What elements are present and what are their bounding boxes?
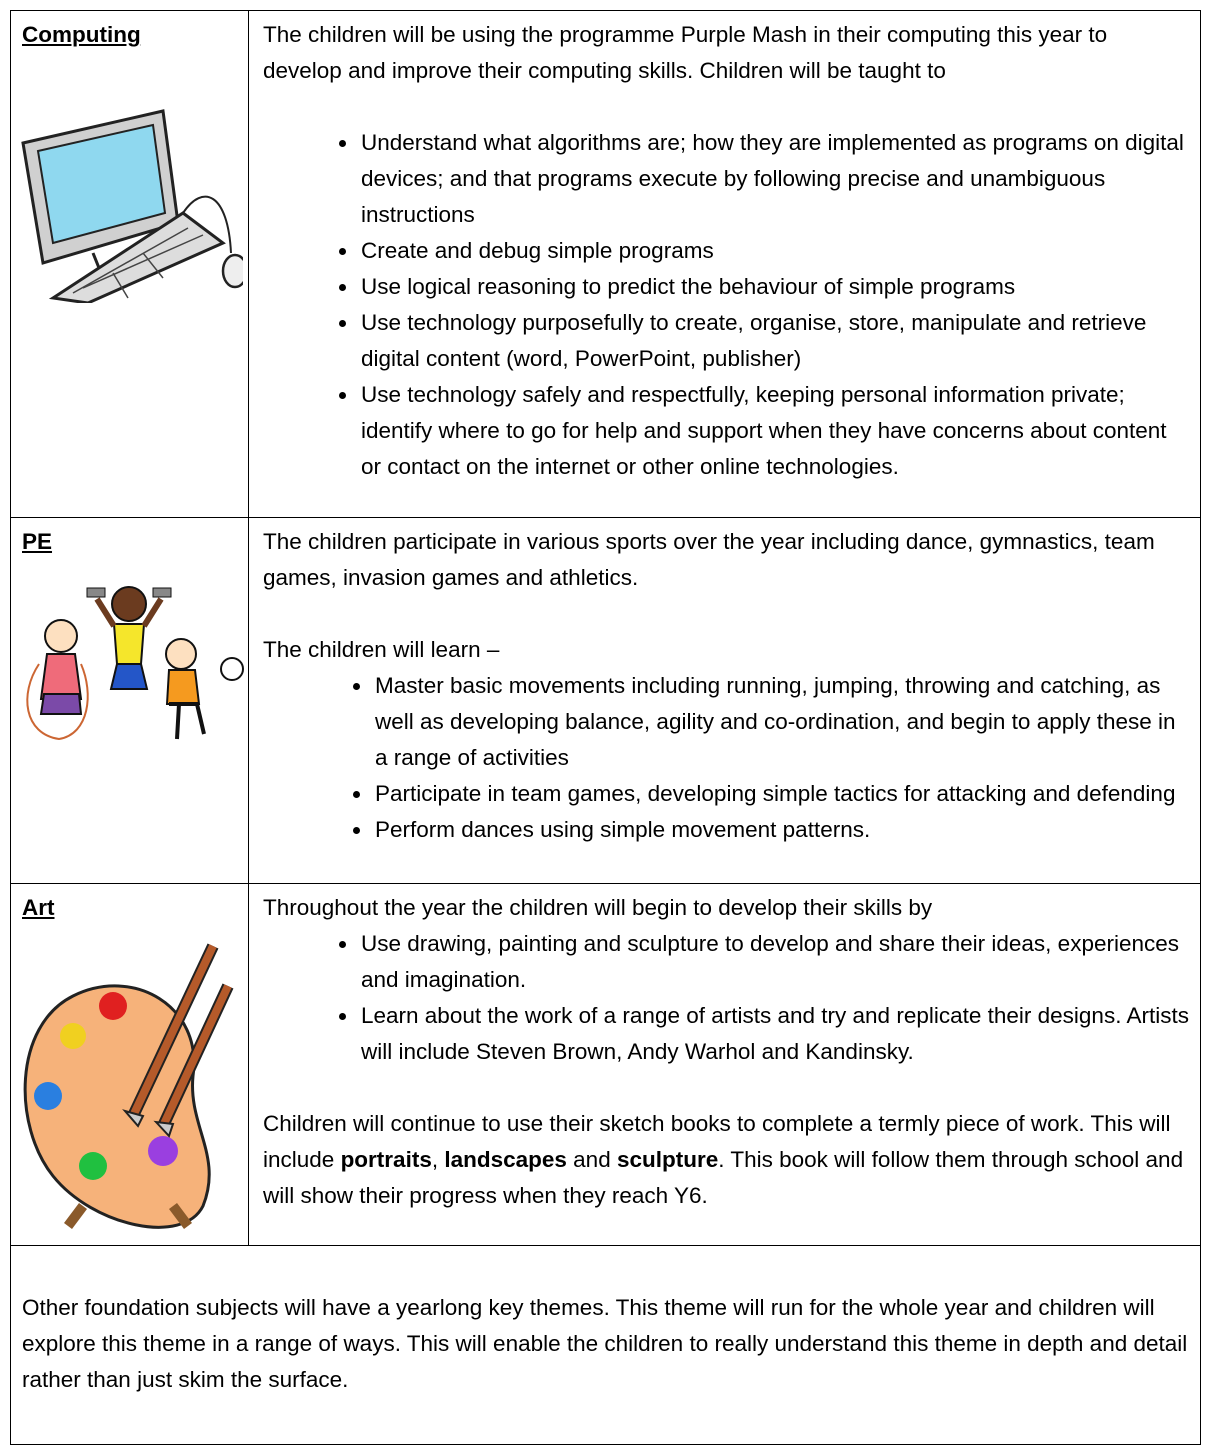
text: ,	[431, 1147, 445, 1172]
lead: The children will learn –	[263, 637, 500, 662]
text: Children will continue to use their sket…	[263, 1111, 1171, 1172]
bold-text: sculpture	[616, 1147, 719, 1172]
text: and	[566, 1147, 617, 1172]
subject: PE	[22, 529, 53, 554]
spacer	[263, 89, 1192, 125]
bullet-list: Use drawing, painting and sculpture to d…	[263, 926, 1192, 1070]
footer-cell: Other foundation subjects will have a ye…	[10, 1245, 1201, 1445]
intro: Throughout the year the children will be…	[263, 895, 933, 920]
intro: The children participate in various spor…	[263, 529, 1155, 590]
bullet: Understand what algorithms are; how they…	[359, 125, 1192, 233]
bullet-list: Understand what algorithms are; how they…	[263, 125, 1192, 485]
art-icon	[23, 943, 234, 1229]
pe-icon	[26, 586, 244, 741]
bullet: Create and debug simple programs	[359, 233, 1192, 269]
subject-cell: Art	[10, 883, 249, 1246]
text: . This book will follow them through sch…	[263, 1147, 1184, 1208]
closing: Children will continue to use their sket…	[263, 1106, 1192, 1214]
content-cell: The children participate in various spor…	[248, 517, 1201, 884]
bold-text: portraits	[340, 1147, 432, 1172]
subject-cell: PE	[10, 517, 249, 884]
bullet: Perform dances using simple movement pat…	[373, 812, 1192, 848]
bullet-list: Master basic movements including running…	[263, 668, 1192, 848]
content-cell: The children will be using the programme…	[248, 10, 1201, 518]
subject: Art	[22, 895, 55, 920]
spacer	[263, 596, 1192, 632]
bold-text: landscapes	[444, 1147, 567, 1172]
bullet: Use technology safely and respectfully, …	[359, 377, 1192, 485]
bullet: Learn about the work of a range of artis…	[359, 998, 1192, 1070]
spacer	[263, 1070, 1192, 1106]
subject: Computing	[22, 22, 141, 47]
computer-icon	[21, 109, 243, 303]
intro: The children will be using the programme…	[263, 22, 1108, 83]
bullet: Master basic movements including running…	[373, 668, 1192, 776]
content-cell: Throughout the year the children will be…	[248, 883, 1201, 1246]
bullet: Use technology purposefully to create, o…	[359, 305, 1192, 377]
bullet: Use logical reasoning to predict the beh…	[359, 269, 1192, 305]
footer-text: Other foundation subjects will have a ye…	[22, 1295, 1188, 1392]
bullet: Participate in team games, developing si…	[373, 776, 1192, 812]
bullet: Use drawing, painting and sculpture to d…	[359, 926, 1192, 998]
subject-cell: Computing	[10, 10, 249, 518]
